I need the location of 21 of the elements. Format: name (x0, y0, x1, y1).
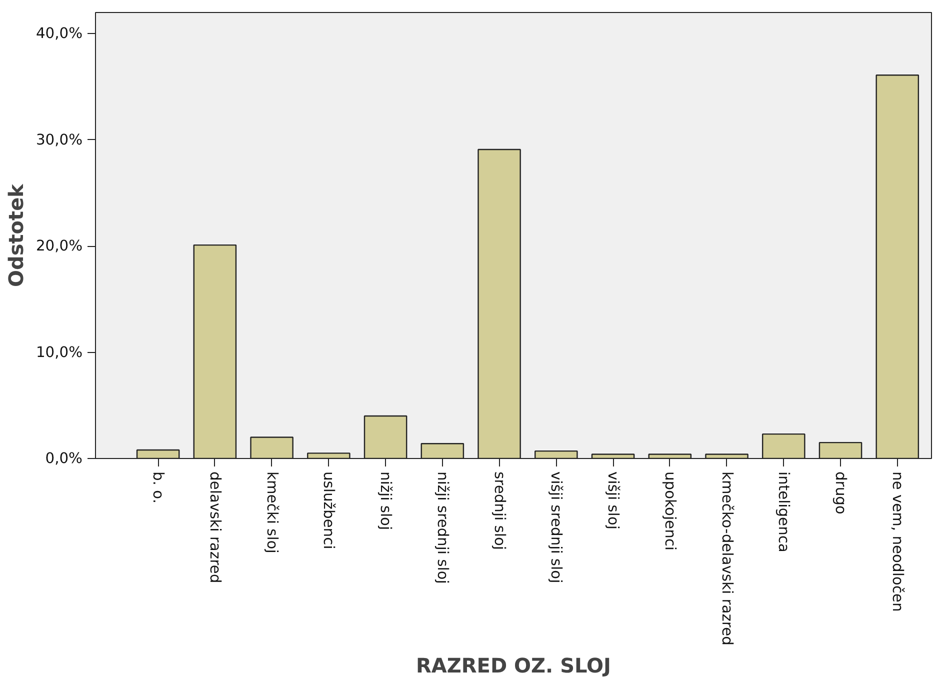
x-tick-label: drugo (832, 472, 850, 514)
y-tick-label: 10,0% (36, 344, 83, 361)
x-tick-label: višji srednji sloj (548, 472, 565, 584)
x-tick-label: inteligenca (775, 472, 792, 552)
y-tick-label: 40,0% (36, 25, 83, 42)
x-axis-title: RAZRED OZ. SLOJ (416, 653, 611, 678)
x-tick-label: nižji sloj (377, 472, 394, 530)
y-axis-title: Odstotek (4, 183, 28, 287)
x-tick-label: srednji sloj (490, 472, 508, 550)
x-tick-label: kmečko-delavski razred (718, 472, 736, 646)
y-tick-label: 20,0% (36, 238, 83, 255)
y-tick-label: 30,0% (36, 131, 83, 148)
x-tick-label: kmečki sloj (263, 472, 280, 554)
x-tick-label: uslužbenci (320, 472, 338, 550)
x-tick-label: višji sloj (604, 472, 622, 530)
x-tick-label: b. o. (150, 472, 167, 504)
x-tick-label: ne vem, neodločen (888, 472, 906, 612)
y-tick-label: 0,0% (45, 450, 83, 467)
x-tick-label: nižji srednji sloj (434, 472, 451, 584)
x-tick-label: delavski razred (206, 472, 224, 584)
x-tick-label: upokojenci (661, 472, 678, 550)
